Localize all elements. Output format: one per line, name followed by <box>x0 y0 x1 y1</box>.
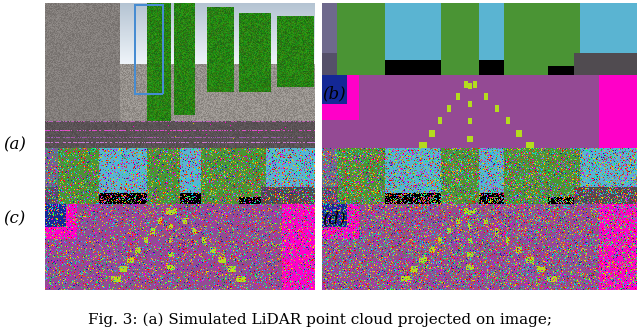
Text: (d): (d) <box>322 210 346 227</box>
Text: (c): (c) <box>3 210 25 227</box>
Text: Fig. 3: (a) Simulated LiDAR point cloud projected on image;: Fig. 3: (a) Simulated LiDAR point cloud … <box>88 313 552 327</box>
Text: (a): (a) <box>3 137 26 154</box>
Text: (b): (b) <box>322 85 346 102</box>
